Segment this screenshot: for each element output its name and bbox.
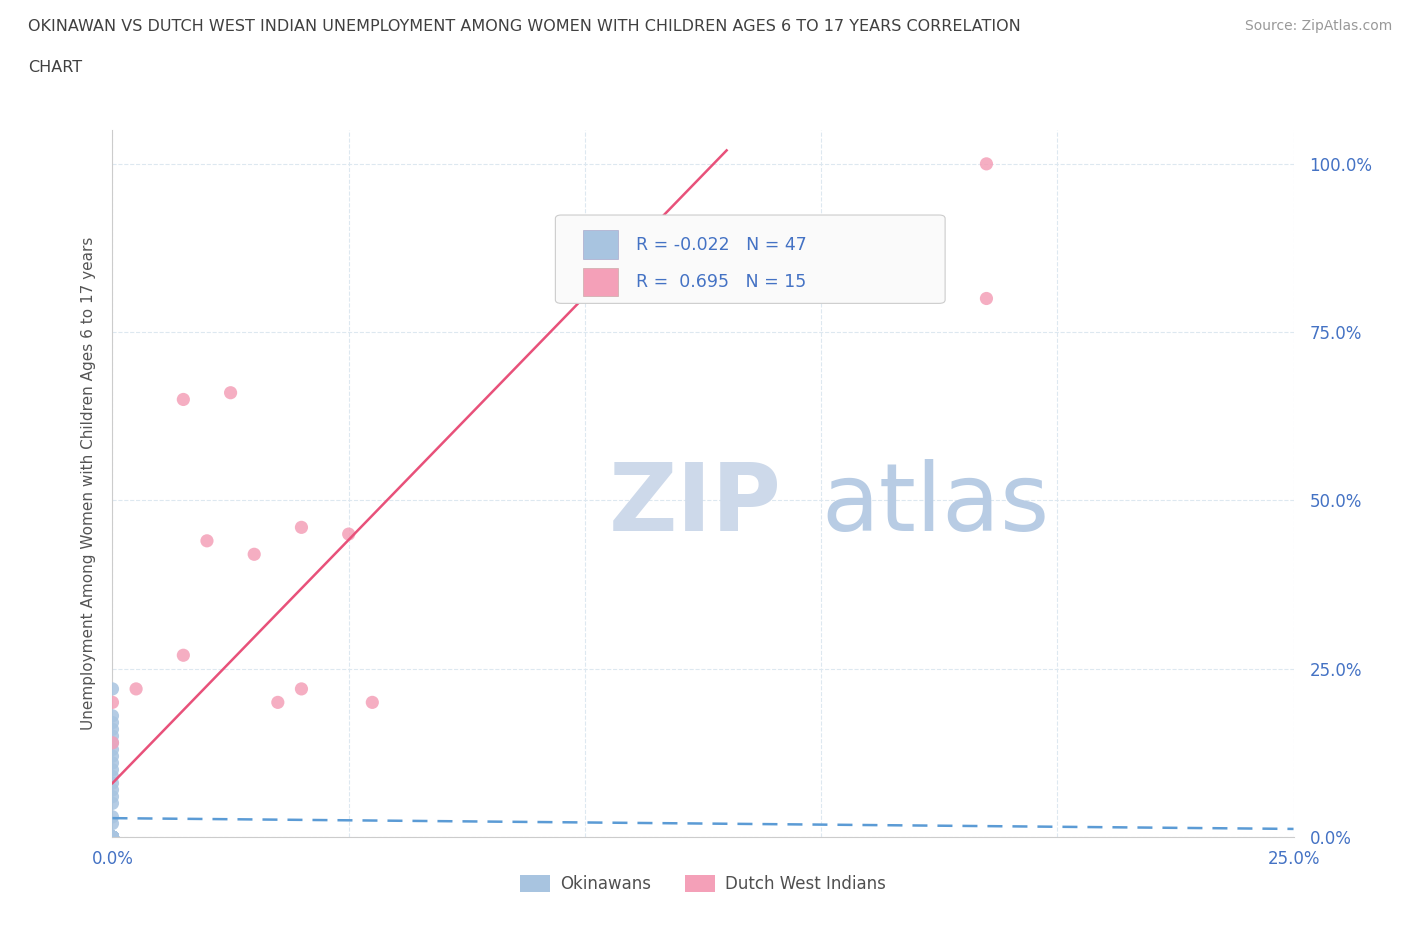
Point (101, 830, 124, 844)
Legend: Okinawans, Dutch West Indians: Okinawans, Dutch West Indians (513, 868, 893, 899)
Text: OKINAWAN VS DUTCH WEST INDIAN UNEMPLOYMENT AMONG WOMEN WITH CHILDREN AGES 6 TO 1: OKINAWAN VS DUTCH WEST INDIAN UNEMPLOYME… (28, 19, 1021, 33)
Point (976, 291, 998, 306)
Point (101, 830, 124, 844)
Point (125, 682, 148, 697)
Point (101, 728, 124, 743)
Text: R =  0.695   N = 15: R = 0.695 N = 15 (636, 272, 806, 291)
Point (101, 830, 124, 844)
Point (101, 830, 124, 844)
Point (101, 830, 124, 844)
Point (290, 520, 312, 535)
Point (101, 682, 124, 697)
Point (101, 830, 124, 844)
Point (172, 648, 194, 663)
Point (101, 715, 124, 730)
Point (101, 830, 124, 844)
Point (101, 830, 124, 844)
Point (101, 830, 124, 844)
Point (101, 796, 124, 811)
Text: ZIP: ZIP (609, 458, 782, 551)
Point (172, 392, 194, 407)
Point (101, 830, 124, 844)
Point (101, 736, 124, 751)
Point (101, 809, 124, 824)
Point (101, 830, 124, 844)
Point (101, 736, 124, 751)
Point (101, 769, 124, 784)
Point (101, 830, 124, 844)
Point (101, 830, 124, 844)
FancyBboxPatch shape (555, 215, 945, 303)
Point (101, 790, 124, 804)
Point (101, 830, 124, 844)
Point (101, 830, 124, 844)
Point (101, 695, 124, 710)
Point (337, 526, 360, 541)
Point (195, 534, 218, 549)
Point (101, 755, 124, 770)
Point (101, 817, 124, 831)
Point (101, 830, 124, 844)
Point (101, 830, 124, 844)
Point (101, 722, 124, 737)
Point (101, 830, 124, 844)
Point (101, 830, 124, 844)
Point (290, 682, 312, 697)
Point (101, 709, 124, 724)
Text: Source: ZipAtlas.com: Source: ZipAtlas.com (1244, 19, 1392, 33)
Point (101, 830, 124, 844)
FancyBboxPatch shape (582, 231, 619, 259)
Point (101, 763, 124, 777)
Point (101, 830, 124, 844)
Point (101, 782, 124, 797)
Text: atlas: atlas (821, 458, 1049, 551)
Point (361, 695, 384, 710)
Point (101, 749, 124, 764)
Point (101, 830, 124, 844)
Point (101, 830, 124, 844)
Point (101, 830, 124, 844)
Point (976, 156, 998, 171)
Point (219, 385, 242, 400)
Text: R = -0.022   N = 47: R = -0.022 N = 47 (636, 235, 807, 254)
Text: CHART: CHART (28, 60, 82, 75)
Point (101, 830, 124, 844)
Point (101, 830, 124, 844)
Point (267, 695, 290, 710)
Point (243, 547, 266, 562)
Point (101, 830, 124, 844)
Point (101, 776, 124, 790)
Point (101, 830, 124, 844)
Point (101, 742, 124, 757)
Point (101, 830, 124, 844)
Y-axis label: Unemployment Among Women with Children Ages 6 to 17 years: Unemployment Among Women with Children A… (80, 237, 96, 730)
Point (101, 830, 124, 844)
FancyBboxPatch shape (582, 268, 619, 296)
